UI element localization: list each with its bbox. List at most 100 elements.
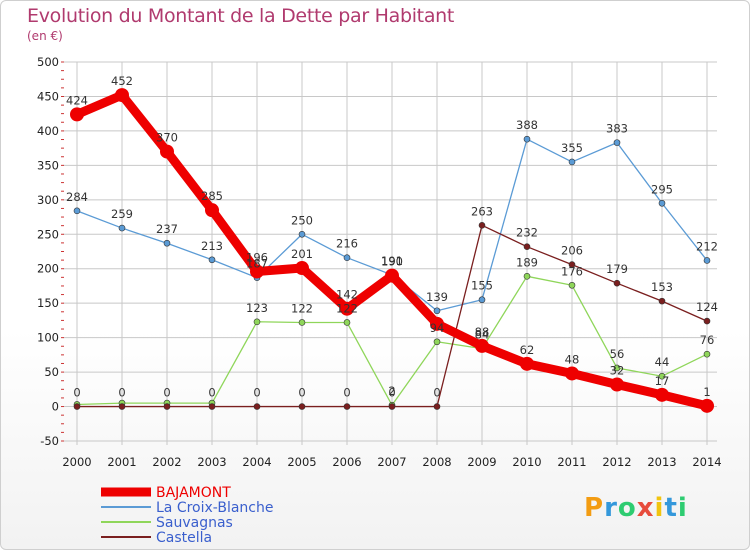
data-label-castella: 124	[696, 300, 718, 314]
data-label-la-croix-blanche: 155	[471, 279, 493, 293]
data-point-la-croix-blanche	[613, 139, 621, 146]
data-point-sauvagnas	[568, 281, 576, 289]
data-label-sauvagnas: 44	[655, 355, 670, 369]
data-point-bajamont	[475, 338, 489, 353]
data-point-sauvagnas	[253, 318, 261, 326]
data-label-castella: 0	[73, 386, 80, 400]
y-tick-label: 100	[37, 331, 59, 345]
x-tick-label: 2005	[287, 455, 316, 469]
data-point-sauvagnas	[298, 319, 306, 326]
data-point-castella	[613, 279, 621, 287]
y-tick-label: 300	[37, 193, 59, 207]
data-label-castella: 232	[516, 226, 538, 240]
data-label-castella: 263	[471, 204, 493, 218]
x-tick-label: 2001	[107, 455, 136, 469]
data-label-castella: 0	[298, 386, 305, 400]
data-label-sauvagnas: 176	[561, 264, 583, 278]
data-label-sauvagnas: 122	[291, 301, 313, 315]
data-point-castella	[298, 403, 306, 410]
data-label-la-croix-blanche: 139	[426, 290, 448, 304]
data-point-sauvagnas	[613, 364, 621, 372]
data-label-castella: 0	[163, 386, 170, 400]
x-tick-label: 2003	[197, 455, 226, 469]
data-label-la-croix-blanche: 284	[66, 190, 88, 204]
data-label-la-croix-blanche: 259	[111, 207, 133, 221]
proxiti-logo: Proxiti	[584, 493, 688, 523]
data-label-bajamont: 424	[66, 93, 88, 107]
data-point-bajamont	[565, 366, 579, 381]
data-point-la-croix-blanche	[73, 207, 81, 215]
data-point-castella	[118, 403, 126, 410]
data-point-castella	[703, 317, 711, 325]
data-label-la-croix-blanche: 383	[606, 122, 628, 136]
data-point-bajamont	[115, 88, 129, 103]
x-tick-label: 2014	[692, 455, 721, 469]
data-point-sauvagnas	[703, 350, 711, 358]
data-point-bajamont	[430, 316, 444, 331]
data-label-bajamont: 48	[565, 352, 580, 366]
data-point-castella	[478, 222, 486, 229]
y-tick-label: 450	[37, 89, 59, 103]
data-label-castella: 0	[118, 386, 125, 400]
data-label-bajamont: 17	[655, 374, 670, 388]
data-point-castella	[343, 403, 351, 410]
data-label-castella: 153	[651, 280, 673, 294]
y-tick-label: 250	[37, 227, 59, 241]
data-point-la-croix-blanche	[343, 254, 351, 262]
x-tick-label: 2013	[647, 455, 676, 469]
data-point-castella	[568, 261, 576, 268]
data-label-la-croix-blanche: 187	[246, 257, 268, 271]
x-tick-label: 2006	[332, 455, 361, 469]
data-label-sauvagnas: 94	[430, 321, 445, 335]
data-point-la-croix-blanche	[298, 230, 306, 238]
data-point-sauvagnas	[523, 273, 531, 280]
data-label-bajamont: 370	[156, 131, 178, 145]
data-label-la-croix-blanche: 216	[336, 237, 358, 251]
data-label-bajamont: 62	[520, 343, 535, 357]
data-point-bajamont	[340, 301, 354, 316]
x-tick-label: 2012	[602, 455, 631, 469]
data-point-bajamont	[70, 107, 84, 122]
data-label-castella: 0	[253, 386, 260, 400]
data-label-sauvagnas: 84	[475, 328, 490, 342]
data-point-la-croix-blanche	[163, 239, 171, 247]
data-label-bajamont: 201	[291, 247, 313, 261]
data-label-castella: 0	[208, 386, 215, 400]
data-label-bajamont: 32	[610, 363, 625, 377]
x-tick-label: 2000	[62, 455, 91, 469]
y-tick-label: -50	[40, 434, 59, 448]
data-label-bajamont: 285	[201, 189, 223, 203]
data-label-bajamont: 452	[111, 74, 133, 88]
data-point-bajamont	[520, 356, 534, 371]
legend-label-bajamont: BAJAMONT	[156, 485, 231, 501]
data-point-la-croix-blanche	[523, 135, 531, 143]
data-point-bajamont	[295, 261, 309, 276]
y-tick-label: 0	[52, 400, 59, 414]
y-tick-label: 350	[37, 158, 59, 172]
data-label-bajamont: 190	[381, 255, 403, 269]
data-label-sauvagnas: 123	[246, 301, 268, 315]
x-tick-label: 2010	[512, 455, 541, 469]
legend-label-sauvagnas: Sauvagnas	[156, 515, 233, 531]
data-point-castella	[388, 403, 396, 410]
data-label-sauvagnas: 2	[388, 384, 395, 398]
x-tick-label: 2008	[422, 455, 451, 469]
data-point-bajamont	[385, 268, 399, 283]
y-tick-label: 200	[37, 262, 59, 276]
data-label-castella: 206	[561, 244, 583, 258]
legend-label-castella: Castella	[156, 530, 212, 546]
data-label-sauvagnas: 122	[336, 301, 358, 315]
data-label-la-croix-blanche: 355	[561, 141, 583, 155]
data-point-bajamont	[160, 144, 174, 159]
data-label-castella: 179	[606, 262, 628, 276]
y-tick-label: 400	[37, 124, 59, 138]
data-label-castella: 0	[433, 386, 440, 400]
data-point-bajamont	[700, 398, 714, 413]
y-tick-label: 150	[37, 296, 59, 310]
data-point-bajamont	[205, 203, 219, 218]
y-tick-label: 50	[44, 365, 59, 379]
data-point-bajamont	[250, 264, 264, 279]
chart-title: Evolution du Montant de la Dette par Hab…	[27, 5, 455, 27]
data-label-la-croix-blanche: 295	[651, 182, 673, 196]
